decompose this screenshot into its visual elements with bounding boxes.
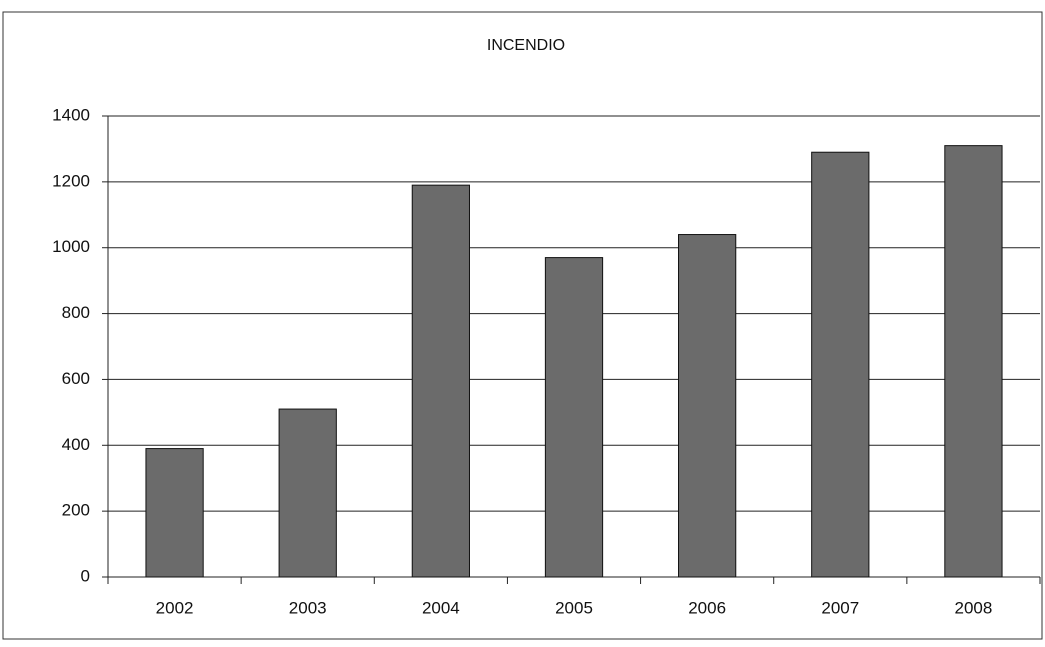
bar (411, 184, 470, 578)
y-tick-label: 1400 (52, 105, 90, 124)
y-tick-label: 400 (62, 435, 90, 454)
x-tick-label: 2005 (555, 598, 593, 617)
bar (678, 234, 737, 578)
bar (145, 448, 204, 578)
bar (944, 145, 1003, 578)
bar (278, 408, 337, 578)
y-tick-label: 600 (62, 369, 90, 388)
x-tick-label: 2006 (688, 598, 726, 617)
y-tick-label: 0 (81, 566, 90, 585)
y-tick-label: 800 (62, 303, 90, 322)
chart-title: INCENDIO (487, 37, 565, 54)
x-tick-label: 2002 (156, 598, 194, 617)
x-tick-label: 2007 (821, 598, 859, 617)
y-tick-label: 1000 (52, 237, 90, 256)
x-tick-label: 2004 (422, 598, 460, 617)
x-tick-label: 2003 (289, 598, 327, 617)
bar (811, 151, 870, 578)
y-tick-label: 200 (62, 501, 90, 520)
y-tick-label: 1200 (52, 171, 90, 190)
x-tick-label: 2008 (955, 598, 993, 617)
bar (544, 257, 604, 578)
